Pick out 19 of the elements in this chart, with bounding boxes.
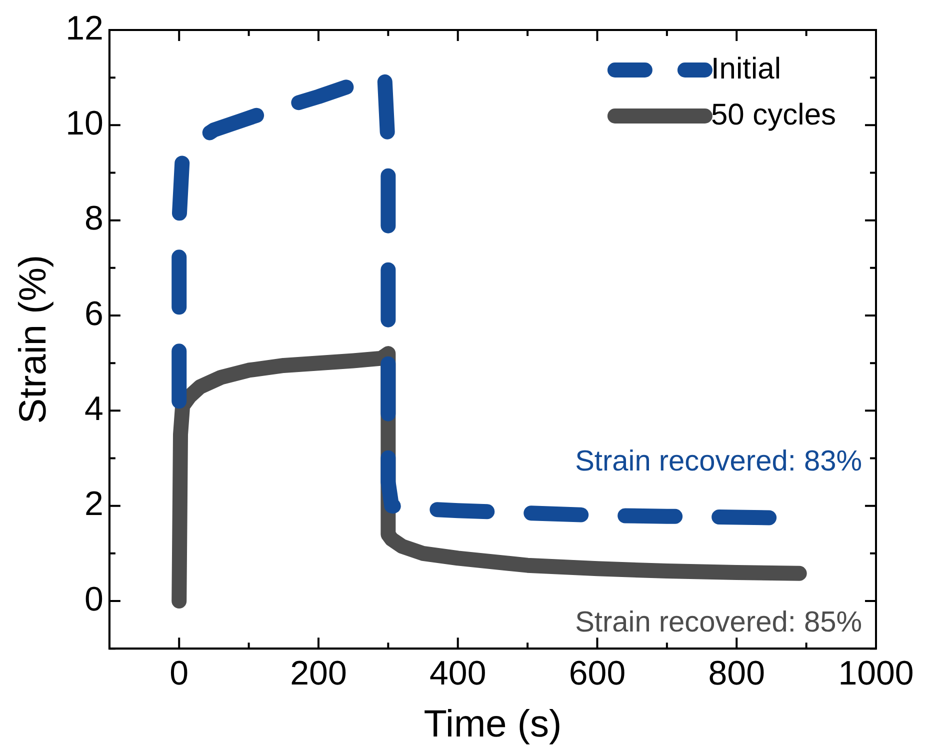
x-tick-label: 1000	[838, 654, 914, 692]
x-tick-label: 200	[290, 654, 347, 692]
y-tick-label: 10	[66, 104, 104, 143]
x-tick-label: 600	[568, 654, 626, 692]
y-tick-label: 8	[84, 200, 104, 238]
y-tick-label: 6	[84, 294, 104, 333]
y-tick-label: 4	[84, 390, 104, 428]
x-tick-label: 400	[429, 654, 486, 692]
legend-label: Initial	[710, 52, 781, 86]
y-tick-label: 0	[84, 580, 104, 618]
annotation: Strain recovered: 83%	[575, 446, 862, 478]
x-tick-label: 0	[170, 654, 189, 692]
annotation: Strain recovered: 85%	[575, 606, 862, 638]
x-tick-label: 800	[708, 654, 765, 692]
x-axis-title: Time (s)	[424, 704, 562, 746]
y-tick-label: 2	[84, 485, 104, 524]
legend-label: 50 cycles	[710, 98, 836, 132]
y-axis-title: Strain (%)	[12, 254, 54, 424]
y-tick-label: 12	[66, 9, 104, 48]
